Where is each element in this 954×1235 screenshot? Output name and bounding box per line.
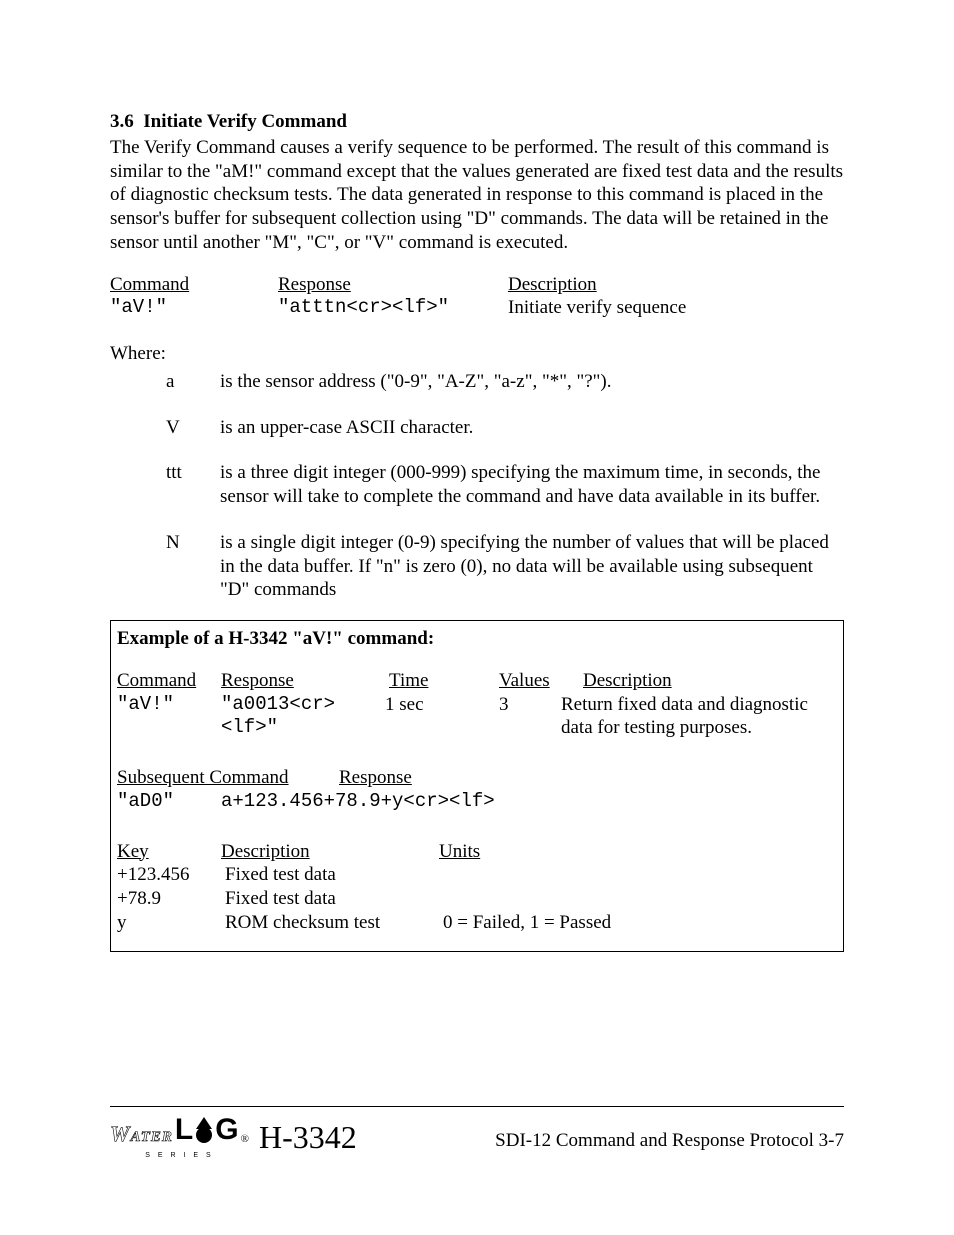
where-desc: is a single digit integer (0-9) specifyi…: [220, 531, 840, 602]
ex-col-description: Description: [561, 669, 837, 693]
where-row: ttt is a three digit integer (000-999) s…: [110, 461, 844, 509]
command-table-row: "aV!" "atttn<cr><lf>" Initiate verify se…: [110, 296, 844, 320]
where-row: V is an upper-case ASCII character.: [110, 416, 844, 440]
where-desc: is an upper-case ASCII character.: [220, 416, 840, 440]
document-page: 3.6 Initiate Verify Command The Verify C…: [0, 0, 954, 1235]
ex-command: "aV!": [117, 693, 221, 741]
ex-values: 3: [499, 693, 561, 741]
key-desc: Fixed test data: [225, 887, 443, 911]
section-number: 3.6: [110, 111, 134, 132]
col-description: Description: [508, 273, 844, 297]
key-key: y: [117, 911, 225, 935]
example-title: Example of a H-3342 "aV!" command:: [117, 627, 837, 651]
key-key: +78.9: [117, 887, 225, 911]
where-sym: N: [166, 531, 220, 602]
key-units: 0 = Failed, 1 = Passed: [443, 911, 837, 935]
ex-description: Return fixed data and diagnostic data fo…: [561, 693, 837, 741]
logo-letter-g: G: [215, 1115, 238, 1145]
example-header-row: Command Response Time Values Description: [117, 669, 837, 693]
key-desc: ROM checksum test: [225, 911, 443, 935]
col-command: Command: [110, 273, 278, 297]
key-col-key: Key: [117, 840, 221, 864]
ex-col-values: Values: [499, 669, 561, 693]
waterlog-logo: Water L G ® S E R I E S: [110, 1115, 249, 1153]
logo-letter-l: L: [175, 1115, 193, 1145]
cmd-command: "aV!": [110, 296, 278, 320]
command-table-header: Command Response Description: [110, 273, 844, 297]
section-heading: 3.6 Initiate Verify Command: [110, 110, 844, 134]
section-body: The Verify Command causes a verify seque…: [110, 136, 844, 255]
footer-page-info: SDI-12 Command and Response Protocol 3-7: [495, 1129, 844, 1153]
key-units: [443, 863, 837, 887]
where-desc: is the sensor address ("0-9", "A-Z", "a-…: [220, 370, 840, 394]
ex-col-response: Response: [221, 669, 389, 693]
where-row: a is the sensor address ("0-9", "A-Z", "…: [110, 370, 844, 394]
section-title-text: Initiate Verify Command: [143, 111, 347, 132]
example-subseq-header: Subsequent Command Response: [117, 766, 837, 790]
key-row: +78.9 Fixed test data: [117, 887, 837, 911]
ex-col-subseq: Subsequent Command: [117, 766, 339, 790]
cmd-response: "atttn<cr><lf>": [278, 296, 508, 320]
cmd-description: Initiate verify sequence: [508, 296, 844, 320]
footer-model: H-3342: [259, 1121, 357, 1153]
key-header-row: Key Description Units: [117, 840, 837, 864]
example-row: "aV!" "a0013<cr><lf>" 1 sec 3 Return fix…: [117, 693, 837, 741]
key-row: +123.456 Fixed test data: [117, 863, 837, 887]
ex-col-command: Command: [117, 669, 221, 693]
example-subseq-row: "aD0" a+123.456+78.9+y<cr><lf>: [117, 790, 837, 814]
ex-response: "a0013<cr><lf>": [221, 693, 385, 741]
drop-icon: [194, 1115, 214, 1145]
registered-icon: ®: [241, 1134, 249, 1145]
ex-col-subseq-response: Response: [339, 766, 837, 790]
page-footer: Water L G ® S E R I E S H-3342 SDI-12 Co…: [110, 1106, 844, 1153]
where-sym: ttt: [166, 461, 220, 509]
where-sym: a: [166, 370, 220, 394]
logo-series-text: S E R I E S: [110, 1152, 249, 1161]
where-desc: is a three digit integer (000-999) speci…: [220, 461, 840, 509]
ex-subseq-command: "aD0": [117, 790, 221, 814]
ex-time: 1 sec: [385, 693, 499, 741]
where-label: Where:: [110, 342, 844, 366]
key-desc: Fixed test data: [225, 863, 443, 887]
example-box: Example of a H-3342 "aV!" command: Comma…: [110, 620, 844, 952]
col-response: Response: [278, 273, 508, 297]
where-sym: V: [166, 416, 220, 440]
where-row: N is a single digit integer (0-9) specif…: [110, 531, 844, 602]
key-key: +123.456: [117, 863, 225, 887]
key-col-units: Units: [439, 840, 837, 864]
key-col-desc: Description: [221, 840, 439, 864]
ex-subseq-response: a+123.456+78.9+y<cr><lf>: [221, 790, 837, 814]
key-units: [443, 887, 837, 911]
ex-col-time: Time: [389, 669, 499, 693]
logo-water-text: Water: [110, 1123, 173, 1145]
key-row: y ROM checksum test 0 = Failed, 1 = Pass…: [117, 911, 837, 935]
footer-left: Water L G ® S E R I E S H-3342: [110, 1115, 357, 1153]
